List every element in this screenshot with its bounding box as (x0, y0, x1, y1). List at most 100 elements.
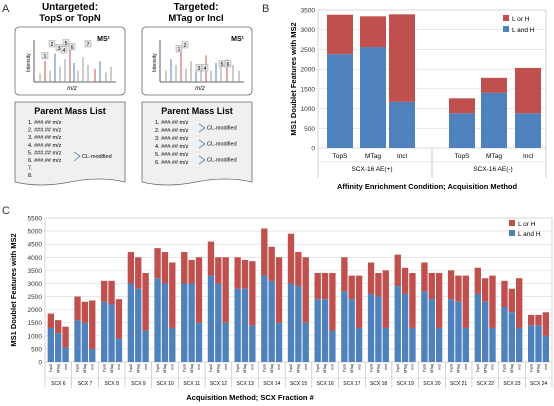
untargeted-peaks: 123 456 7 (39, 39, 112, 82)
panel-label-a: A (2, 3, 10, 15)
bar-l-or-h (314, 272, 321, 300)
bar-l-and-h (47, 327, 55, 362)
peak-number-box (48, 40, 56, 48)
bar-l-or-h (481, 278, 489, 302)
bar-l-and-h (447, 299, 455, 362)
bar-l-and-h (367, 293, 375, 362)
list-item: 1. ###.## m/z (155, 120, 189, 126)
bar-l-or-h (341, 257, 348, 292)
list-item: 3. ###.## m/z (155, 136, 189, 142)
bar-l-or-h (409, 272, 416, 328)
method-label: TopS (209, 363, 213, 372)
method-label: Incl (464, 364, 468, 370)
bar-l-or-h (508, 288, 516, 313)
bar-l-or-h (355, 275, 363, 328)
peak-number: 2 (184, 43, 187, 49)
bar-l-and-h (389, 101, 415, 148)
bar-l-and-h (135, 288, 142, 362)
fraction-label: SCX 22 (477, 381, 494, 387)
method-label: MTag (483, 364, 487, 373)
method-label: MTag (430, 364, 434, 373)
fraction-label: SCX 21 (450, 381, 467, 387)
bar-l-or-h (188, 259, 195, 284)
bar-l-or-h (435, 272, 443, 328)
method-label: TopS (289, 363, 293, 372)
list-item: 5. ###.## m/z (28, 150, 62, 156)
bar-l-or-h (329, 272, 336, 331)
method-label: TopS (503, 363, 507, 372)
group-label: SCX-16 AE(+) (351, 166, 392, 173)
method-label: TopS (102, 363, 106, 372)
untargeted-bracket (73, 151, 81, 162)
bar-l-or-h (115, 299, 123, 339)
targeted-list-title: Parent Mass List (161, 106, 233, 116)
targeted-x-label: m/z (195, 86, 205, 92)
bar-l-or-h (382, 270, 389, 328)
bar-l-or-h (127, 252, 135, 284)
method-label: MTag (323, 364, 327, 373)
y-tick-label: 2000 (28, 307, 43, 314)
list-item: 7. (28, 166, 33, 172)
method-label: Incl (90, 364, 94, 370)
untargeted-list-title: Parent Mass List (34, 106, 106, 116)
fraction-label: SCX 11 (183, 381, 200, 387)
group-label: SCX-16 AE(-) (473, 166, 512, 173)
bar-l-and-h (108, 304, 115, 362)
method-label: TopS (529, 363, 533, 372)
bar-l-and-h (89, 348, 96, 362)
fraction-label: SCX 13 (237, 381, 254, 387)
method-label: TopS (156, 363, 160, 372)
bar-l-or-h (295, 252, 302, 287)
peak-number: 4 (63, 48, 66, 54)
method-label: TopS (49, 363, 53, 372)
method-label: TopS (129, 363, 133, 372)
category-label: TopS (333, 153, 348, 160)
method-label: Incl (437, 364, 441, 370)
peak-number: 4 (204, 66, 207, 72)
peak-number: 5 (65, 41, 68, 47)
bar-l-and-h (261, 275, 268, 362)
fraction-label: SCX 16 (317, 381, 334, 387)
peak-number: 1 (178, 47, 181, 53)
bar-l-and-h (515, 113, 541, 148)
untargeted-title: Untargeted: (42, 2, 98, 13)
peak-number-box (60, 46, 68, 54)
bar-l-or-h (401, 267, 409, 294)
bar-l-and-h (481, 301, 489, 362)
targeted-schematic: Targeted: MTag or Incl MS¹ Intensity m/z… (141, 2, 253, 186)
bar-l-and-h (275, 322, 283, 362)
bar-l-or-h (161, 252, 169, 284)
bar-l-or-h (287, 233, 295, 284)
bar-l-or-h (261, 228, 268, 276)
peak-number: 1 (44, 54, 47, 60)
fraction-label: SCX 20 (423, 381, 440, 387)
peak-number: 3 (58, 46, 61, 52)
bar-l-and-h (329, 330, 336, 362)
list-item: 3. ###.## m/z (28, 135, 62, 141)
method-label: TopS (182, 363, 186, 372)
x-axis-title: Acquisition Method; SCX Fraction # (186, 393, 314, 402)
y-tick-label: 4000 (28, 255, 43, 262)
legend-swatch-l-or-h (509, 220, 515, 226)
bar-l-or-h (462, 275, 469, 328)
fraction-label: SCX 24 (530, 381, 547, 387)
panel-label-c: C (2, 205, 10, 217)
peak-number: 2 (51, 42, 54, 48)
bar-l-or-h (367, 262, 375, 294)
untargeted-subtitle: TopS or TopN (39, 13, 101, 24)
method-label: TopS (76, 363, 80, 372)
fraction-label: SCX 18 (370, 381, 387, 387)
y-axis-title: MS1 Doublet Features with MS2 (9, 233, 18, 346)
y-tick-label: 2500 (28, 294, 43, 301)
peak-number: 7 (87, 42, 90, 48)
bar-l-and-h (501, 307, 508, 362)
fraction-label: SCX 17 (343, 381, 360, 387)
targeted-ms-box (141, 26, 253, 96)
list-item: 6. ###.## m/z (28, 158, 62, 164)
peak-number: 3 (198, 66, 201, 72)
targeted-list: 1. ###.## m/z 2. ###.## m/z 3. ###.## m/z 4… (155, 120, 237, 166)
category-label: TopS (455, 153, 470, 160)
y-tick-label: 3500 (28, 268, 43, 275)
fraction-label: SCX 8 (104, 381, 119, 387)
